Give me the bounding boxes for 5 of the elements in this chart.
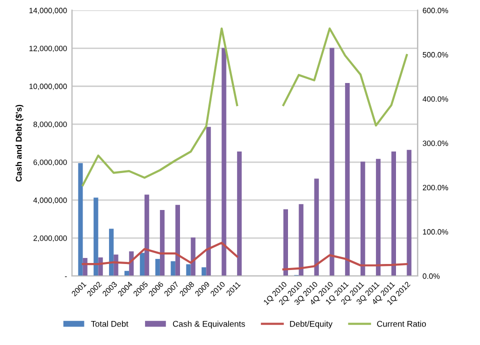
legend-label: Total Debt	[91, 320, 128, 327]
legend-label: Cash & Equivalents	[172, 320, 245, 328]
legend-label: Debt/Equity	[290, 320, 332, 328]
y-axis-title: Cash and Debt ($'s)	[15, 104, 24, 182]
legend-label: Current Ratio	[377, 320, 426, 327]
